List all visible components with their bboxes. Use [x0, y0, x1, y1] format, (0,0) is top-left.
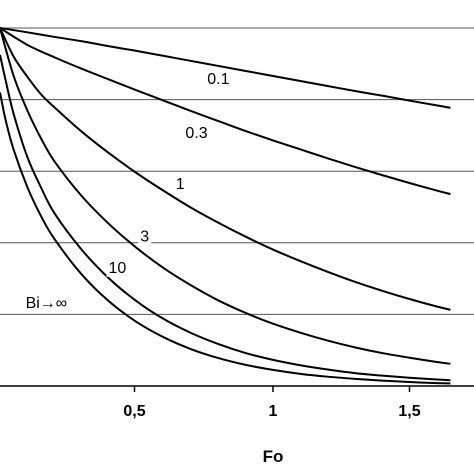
- series-line-1: [0, 27, 451, 196]
- series-label-bg-4: [106, 259, 129, 277]
- axes: 0,5 1 1,5: [0, 385, 474, 420]
- series-label-bg-3: [138, 228, 152, 246]
- series-label-bg-0: [205, 71, 232, 89]
- series-label-bg-1: [183, 124, 210, 142]
- series-line-0: [0, 27, 451, 109]
- series-label-4: 10: [108, 260, 126, 277]
- series-label-0: 0.1: [207, 71, 229, 88]
- series-label-1: 0.3: [185, 125, 207, 142]
- x-tick-label-0: 0,5: [123, 403, 145, 420]
- series-line-4: [0, 54, 451, 382]
- x-axis-label: Fo: [263, 447, 284, 466]
- curve-labels: 0.1 0.3 1 3 10 Bi→∞: [23, 71, 232, 313]
- series-line-5: [0, 92, 451, 385]
- series-label-bg-5: [23, 295, 70, 313]
- x-tick-label-2: 1,5: [398, 403, 420, 420]
- series-line-2: [0, 27, 451, 311]
- curves: [0, 27, 451, 385]
- series-label-2: 1: [176, 176, 185, 193]
- x-tick-label-1: 1: [269, 403, 278, 420]
- horizontal-gridlines: [0, 27, 474, 315]
- series-line-3: [0, 27, 451, 365]
- series-label-3: 3: [140, 229, 149, 246]
- series-label-bg-2: [173, 176, 187, 194]
- series-label-5: Bi→∞: [26, 295, 68, 312]
